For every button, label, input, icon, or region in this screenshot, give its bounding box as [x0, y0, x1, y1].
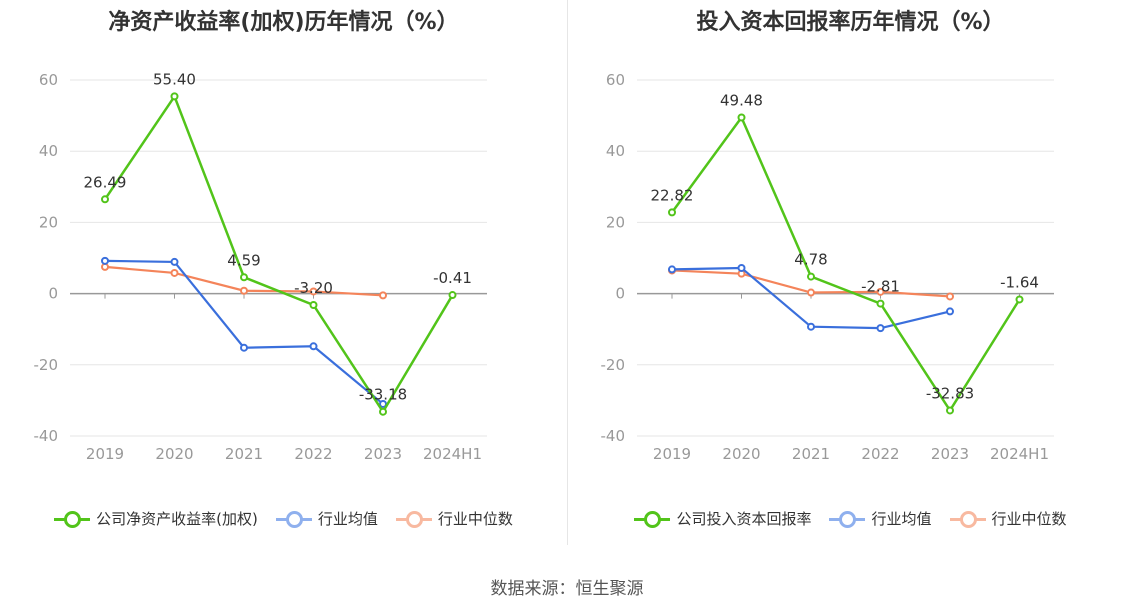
legend-label-industry-median: 行业中位数 [991, 510, 1067, 528]
y-tick-label: 0 [615, 285, 625, 303]
roic-line-chart: -40 -20 0 20 40 60 2019 2020 2021 2022 2023 2024H1 2… [601, 71, 1054, 463]
data-point-company[interactable] [1015, 295, 1024, 304]
y-tick-label: 40 [39, 142, 58, 160]
x-tick-label: 2021 [792, 445, 830, 463]
roe-line-chart: -40 -20 0 20 40 60 2019 2020 2021 2022 2023 2024H1 2… [34, 70, 487, 463]
data-label: 22.82 [651, 186, 694, 204]
data-label: -32.83 [926, 384, 974, 402]
legend-marker-industry-avg [829, 510, 866, 528]
data-label: 55.40 [153, 70, 196, 88]
legend-label-company: 公司投入资本回报率 [676, 510, 812, 528]
data-label: 4.59 [227, 251, 260, 269]
chart-legend: 公司投入资本回报率 行业均值 行业中位数 [567, 508, 1134, 529]
x-tick-label: 2020 [155, 445, 193, 463]
data-label: 49.48 [720, 91, 763, 109]
legend-marker-company [54, 510, 91, 528]
y-tick-label: 60 [39, 71, 58, 89]
y-tick-label: -20 [34, 356, 59, 374]
x-tick-label: 2020 [722, 445, 760, 463]
series-line-company [103, 93, 454, 415]
data-point-industry_avg[interactable] [170, 257, 179, 266]
legend-marker-industry-median [395, 510, 432, 528]
x-tick-label: 2022 [861, 445, 899, 463]
y-tick-label: 20 [39, 213, 58, 231]
legend-marker-industry-avg [275, 510, 312, 528]
data-label: -3.20 [294, 279, 333, 297]
y-tick-label: 20 [606, 213, 625, 231]
data-point-company[interactable] [309, 300, 318, 309]
roic-chart-panel: 投入资本回报率历年情况（%） -40 -20 0 20 40 60 2019 2020 2021… [567, 0, 1134, 550]
x-tick-label: 2024H1 [990, 445, 1049, 463]
legend-label-industry-median: 行业中位数 [437, 510, 513, 528]
legend-item-industry-avg[interactable]: 行业均值 [829, 508, 932, 529]
data-label: -0.41 [433, 269, 472, 287]
series-line-company [670, 114, 1021, 413]
data-point-company[interactable] [807, 272, 815, 281]
x-tick-label: 2023 [931, 445, 969, 463]
data-label: 26.49 [84, 173, 127, 191]
data-point-industry_median[interactable] [807, 288, 815, 297]
data-point-company[interactable] [946, 406, 954, 415]
data-point-company[interactable] [448, 291, 457, 300]
y-tick-label: 60 [606, 71, 625, 89]
x-tick-label: 2023 [364, 445, 402, 463]
data-point-industry_avg[interactable] [240, 343, 248, 352]
x-tick-label: 2019 [653, 445, 691, 463]
data-point-industry_median[interactable] [379, 291, 387, 300]
x-tick-label: 2022 [294, 445, 332, 463]
chart-legend: 公司净资产收益率(加权) 行业均值 行业中位数 [0, 508, 567, 529]
x-tick-label: 2021 [225, 445, 263, 463]
data-point-industry_median[interactable] [170, 268, 179, 277]
legend-item-industry-median[interactable]: 行业中位数 [395, 508, 513, 529]
legend-label-industry-avg: 行业均值 [317, 510, 378, 528]
legend-marker-industry-median [949, 510, 986, 528]
legend-label-industry-avg: 行业均值 [871, 510, 932, 528]
data-point-company[interactable] [101, 195, 109, 204]
legend-marker-company [634, 510, 671, 528]
data-point-industry_median[interactable] [240, 286, 248, 295]
legend-item-industry-median[interactable]: 行业中位数 [949, 508, 1067, 529]
data-point-company[interactable] [170, 92, 179, 101]
data-point-industry_avg[interactable] [668, 265, 676, 274]
data-point-industry_median[interactable] [876, 287, 885, 296]
data-point-industry_avg[interactable] [309, 342, 318, 351]
legend-item-company[interactable]: 公司净资产收益率(加权) [54, 508, 258, 529]
x-tick-label: 2024H1 [423, 445, 482, 463]
legend-label-company: 公司净资产收益率(加权) [96, 510, 258, 528]
data-point-industry_avg[interactable] [379, 399, 387, 408]
data-point-industry_avg[interactable] [101, 256, 109, 265]
data-label: -1.64 [1000, 273, 1039, 291]
x-tick-label: 2019 [86, 445, 124, 463]
chart-title: 投入资本回报率历年情况（%） [696, 10, 1005, 35]
legend-item-industry-avg[interactable]: 行业均值 [275, 508, 378, 529]
data-point-company[interactable] [240, 273, 248, 282]
data-point-industry_median[interactable] [946, 292, 954, 301]
data-point-industry_median[interactable] [309, 287, 318, 296]
y-tick-label: 40 [606, 142, 625, 160]
y-tick-label: -40 [34, 427, 59, 445]
data-point-company[interactable] [737, 113, 746, 122]
y-tick-label: -40 [601, 427, 626, 445]
data-label: 4.78 [794, 251, 827, 269]
chart-title: 净资产收益率(加权)历年情况（%） [108, 10, 459, 35]
roe-chart-panel: 净资产收益率(加权)历年情况（%） -40 -20 0 20 40 60 2019 2020 2… [0, 0, 567, 550]
y-tick-label: -20 [601, 356, 626, 374]
legend-item-company[interactable]: 公司投入资本回报率 [634, 508, 811, 529]
panel-divider [567, 0, 568, 545]
data-point-industry_avg[interactable] [737, 263, 746, 272]
y-tick-label: 0 [48, 285, 58, 303]
data-point-industry_avg[interactable] [807, 322, 815, 331]
data-source: 数据来源：恒生聚源 [490, 579, 644, 599]
data-label: -2.81 [861, 278, 900, 296]
data-point-company[interactable] [668, 208, 676, 217]
data-point-industry_avg[interactable] [946, 307, 954, 316]
data-point-company[interactable] [876, 299, 885, 308]
series-line-industry_avg [104, 259, 384, 405]
data-point-industry_avg[interactable] [876, 324, 885, 333]
data-point-company[interactable] [379, 407, 387, 416]
data-label: -33.18 [359, 386, 407, 404]
